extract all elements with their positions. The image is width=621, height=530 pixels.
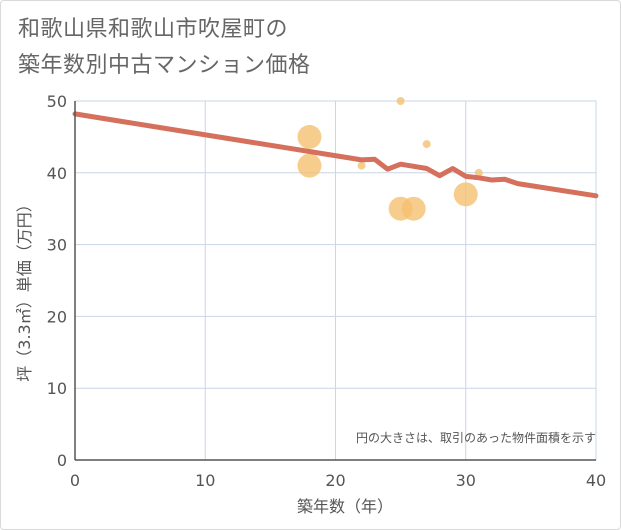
trend-line [72, 111, 599, 199]
tick-labels: 0 10 20 30 40 0 10 20 30 40 50 [47, 92, 607, 490]
data-point [474, 168, 483, 177]
chart-title-line2: 築年数別中古マンション価格 [18, 53, 311, 78]
x-tick-label: 20 [325, 471, 345, 490]
y-tick-label: 20 [47, 307, 67, 326]
chart-title-line1: 和歌山県和歌山市吹屋町の [18, 17, 289, 42]
data-point [453, 182, 478, 207]
y-axis-label: 坪（3.3㎡）単価（万円） [15, 196, 34, 381]
y-tick-label: 40 [47, 164, 67, 183]
y-tick-label: 30 [47, 236, 67, 255]
data-point [297, 124, 322, 149]
x-tick-label: 10 [195, 471, 215, 490]
x-tick-label: 30 [456, 471, 476, 490]
data-point [422, 140, 431, 149]
bubble-series [297, 97, 483, 221]
axes [74, 101, 596, 461]
trend-series [72, 111, 599, 199]
x-tick-label: 40 [586, 471, 606, 490]
data-point [297, 153, 322, 178]
chart-title: 和歌山県和歌山市吹屋町の 築年数別中古マンション価格 [18, 12, 311, 84]
data-point [396, 97, 405, 105]
x-axis-label: 築年数（年） [297, 497, 393, 516]
data-point [357, 161, 366, 170]
y-tick-label: 50 [47, 92, 67, 111]
y-tick-label: 10 [47, 379, 67, 398]
data-point [401, 196, 426, 221]
y-tick-label: 0 [57, 451, 67, 470]
bubble-size-note: 円の大きさは、取引のあった物件面積を示す [356, 430, 596, 445]
x-tick-label: 0 [70, 471, 80, 490]
